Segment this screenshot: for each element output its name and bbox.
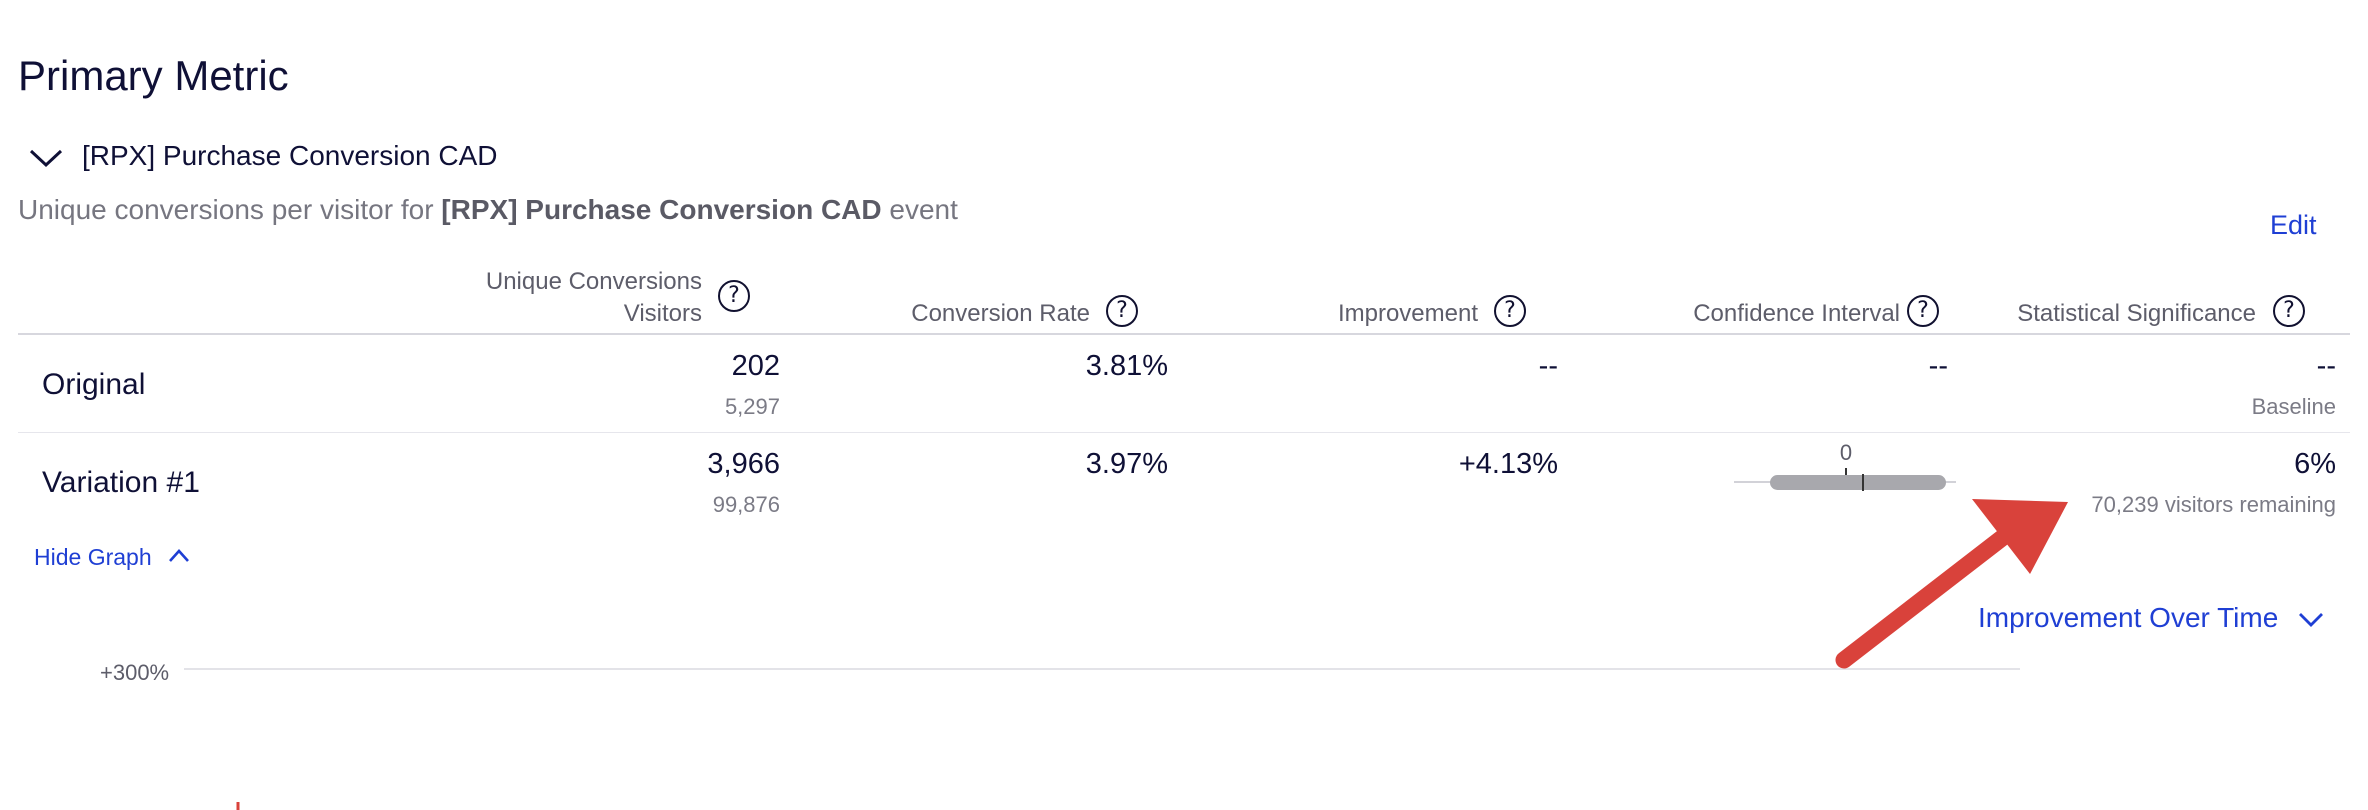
help-icon-improvement[interactable]: ?: [1494, 295, 1526, 327]
description-prefix: Unique conversions per visitor for: [18, 194, 442, 225]
metric-name[interactable]: [RPX] Purchase Conversion CAD: [82, 140, 498, 171]
variation-1-conversions: 3,966: [707, 448, 780, 480]
description-event-name: [RPX] Purchase Conversion CAD: [441, 194, 882, 225]
row-label-original: Original: [42, 368, 146, 401]
description-suffix: event: [881, 194, 958, 225]
annotation-arrow-icon: [1835, 499, 2068, 669]
table-header-divider: [18, 333, 2350, 335]
table-row-divider: [18, 432, 2350, 433]
original-significance: --: [2316, 350, 2336, 382]
metric-description: Unique conversions per visitor for [RPX]…: [18, 194, 958, 226]
header-confidence-interval: Confidence Interval: [1693, 300, 1900, 327]
page-title: Primary Metric: [18, 52, 289, 99]
header-statistical-significance: Statistical Significance: [2017, 300, 2256, 327]
graph-gridline: [184, 668, 2020, 670]
header-improvement: Improvement: [1337, 300, 1478, 327]
original-confidence-interval: --: [1928, 350, 1948, 382]
ci-zero-label: 0: [1839, 440, 1853, 465]
graph-view-selector[interactable]: Improvement Over Time: [1978, 602, 2279, 633]
original-improvement: --: [1538, 350, 1558, 382]
graph-y-tick-label: +300%: [100, 660, 170, 685]
variation-1-improvement: +4.13%: [1458, 448, 1558, 480]
original-conversion-rate: 3.81%: [1085, 350, 1168, 382]
hide-graph-button[interactable]: Hide Graph: [34, 544, 152, 570]
variation-1-visitors: 99,876: [712, 492, 780, 517]
help-icon-conversions[interactable]: ?: [718, 280, 750, 312]
chevron-down-icon[interactable]: [28, 146, 64, 170]
variation-1-conversion-rate: 3.97%: [1085, 448, 1168, 480]
header-conversion-rate: Conversion Rate: [911, 300, 1090, 327]
original-conversions: 202: [731, 350, 780, 382]
edit-link[interactable]: Edit: [2270, 210, 2317, 240]
help-icon-confidence-interval[interactable]: ?: [1907, 295, 1939, 327]
row-label-variation-1: Variation #1: [42, 466, 200, 499]
help-icon-conversion-rate[interactable]: ?: [1106, 295, 1138, 327]
annotation-mark: [236, 802, 240, 810]
variation-1-visitors-remaining: 70,239 visitors remaining: [2091, 492, 2336, 517]
original-visitors: 5,297: [724, 394, 780, 419]
header-visitors: Visitors: [623, 300, 702, 327]
variation-1-significance: 6%: [2294, 448, 2336, 480]
chevron-down-icon[interactable]: [2298, 610, 2324, 628]
chevron-up-icon[interactable]: [168, 548, 190, 564]
help-icon-statistical-significance[interactable]: ?: [2273, 295, 2305, 327]
header-unique-conversions: Unique Conversions: [485, 268, 702, 295]
original-significance-note: Baseline: [2251, 394, 2336, 419]
confidence-interval-bar: [1734, 468, 1956, 491]
